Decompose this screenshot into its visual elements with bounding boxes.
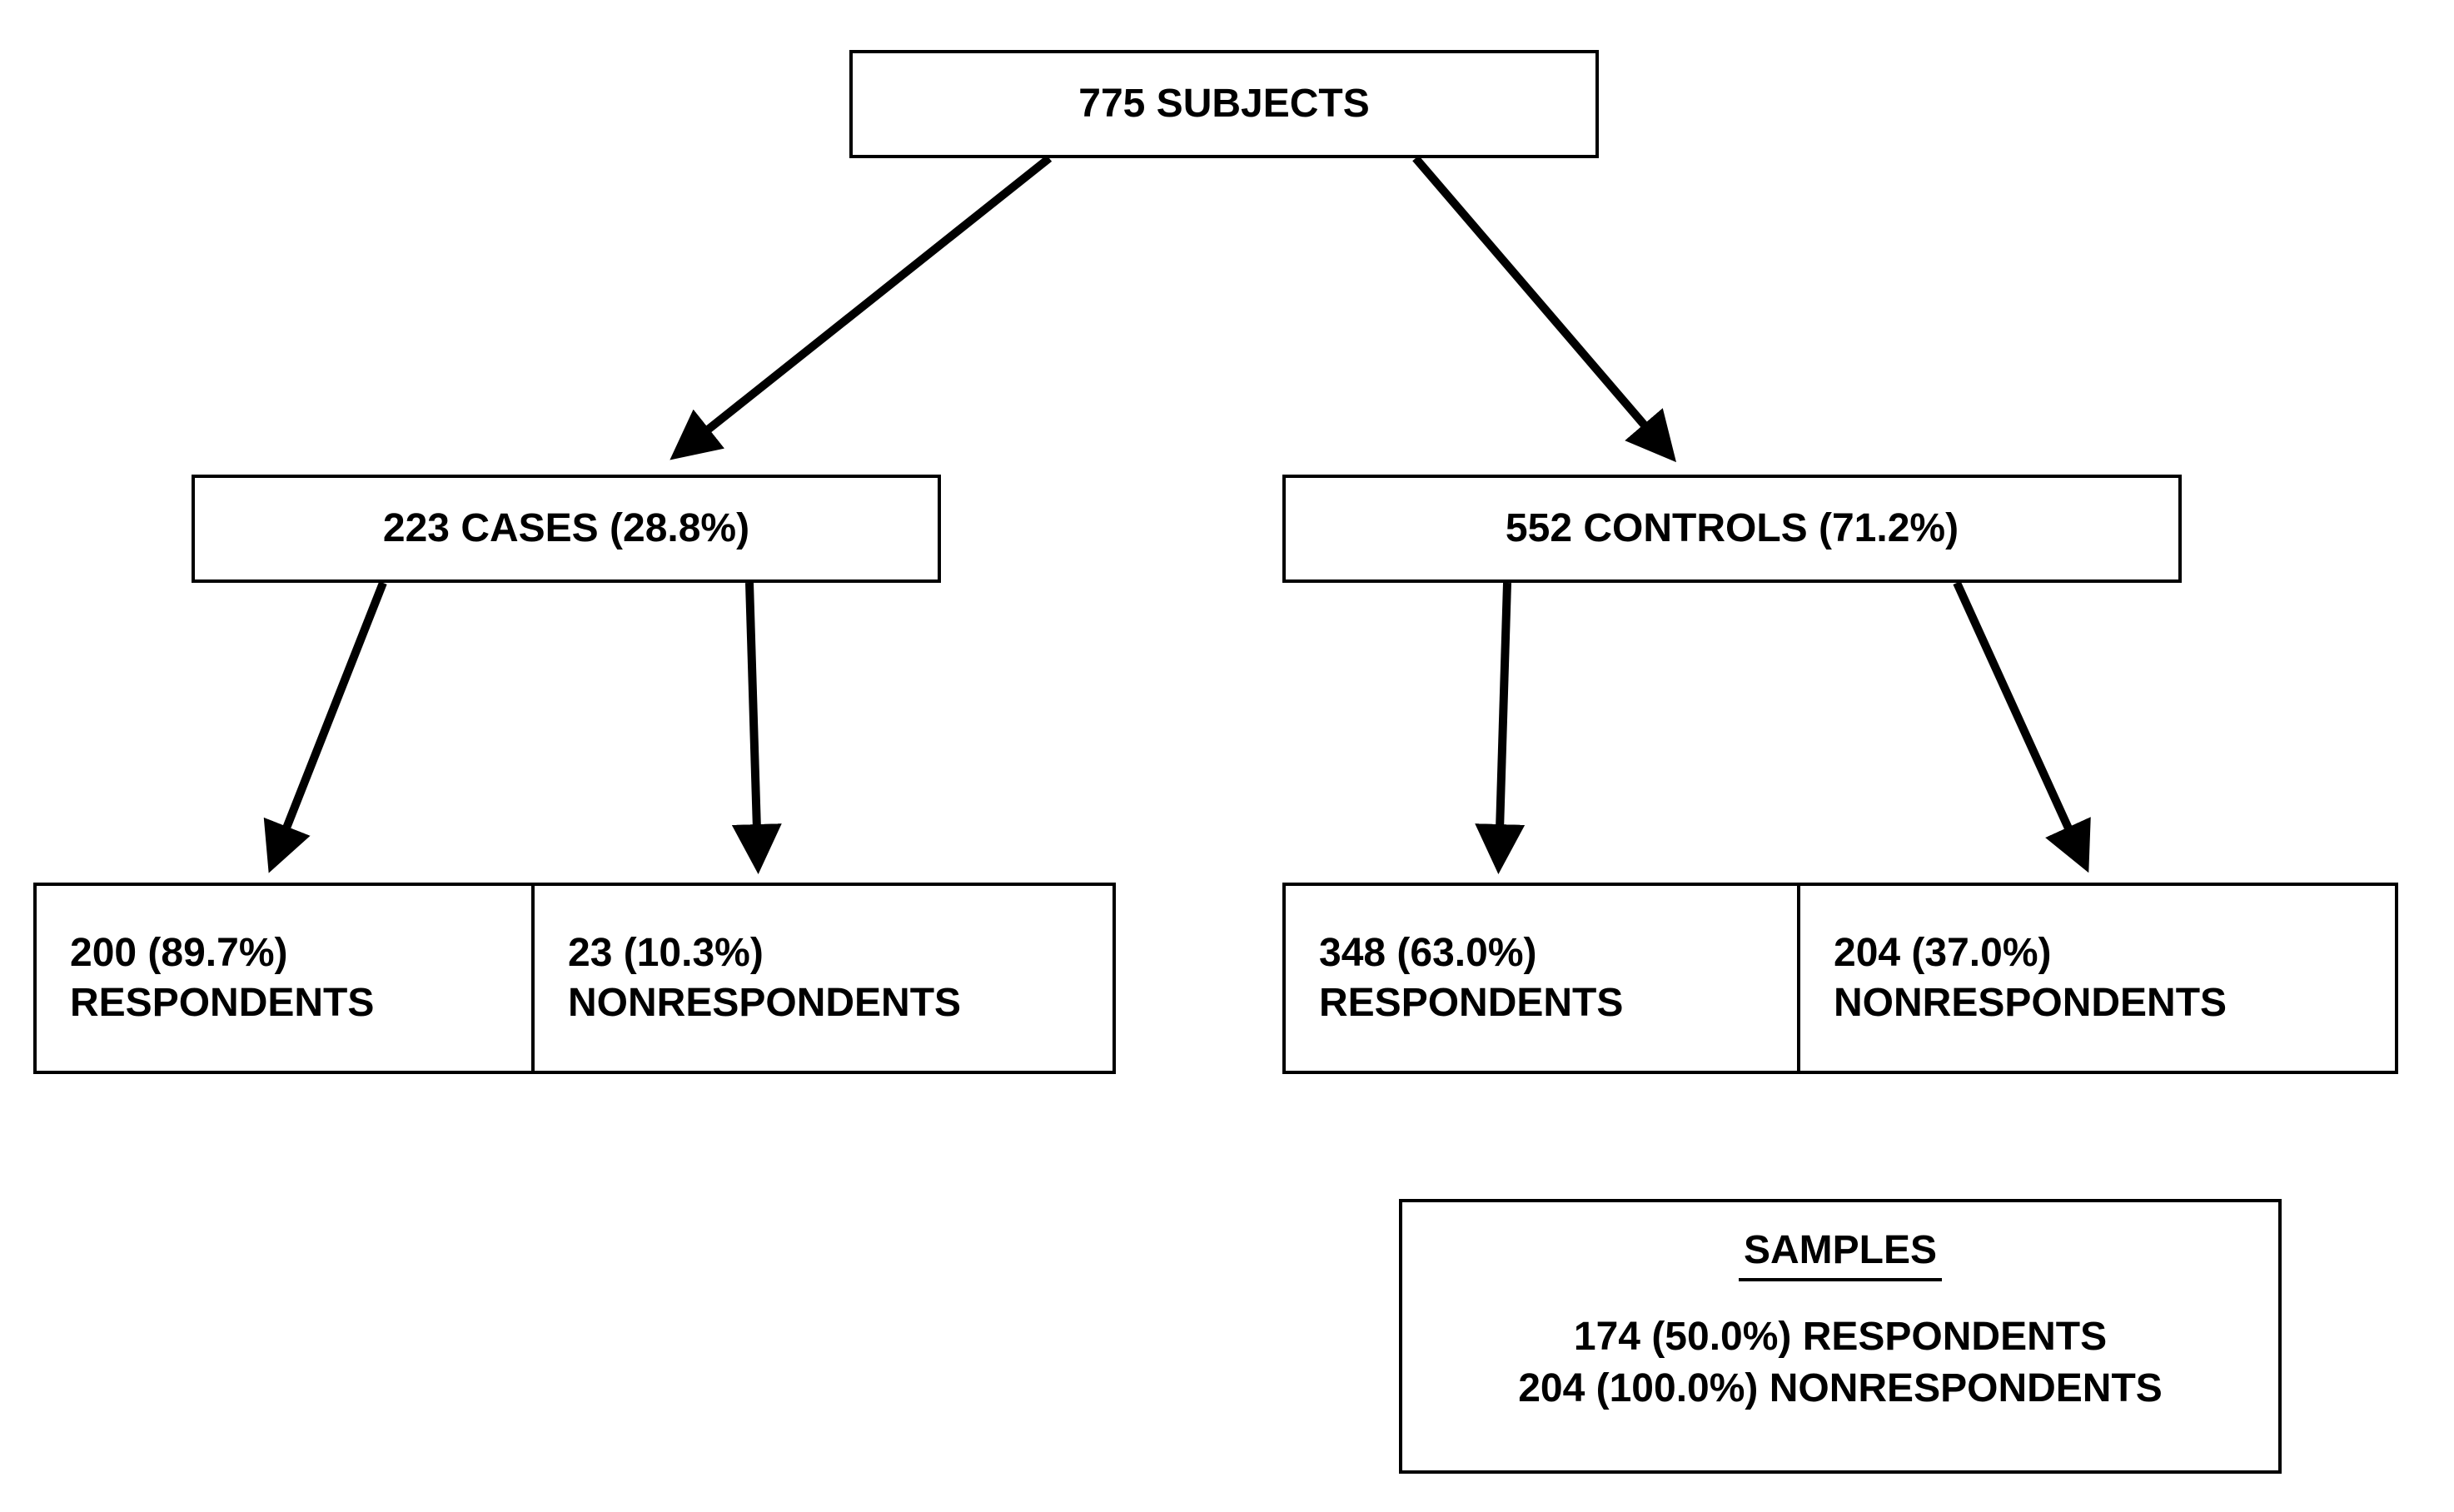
node-cases-resp-line1: 200 (89.7%) xyxy=(70,928,288,978)
node-controls-respondents: 348 (63.0%) RESPONDENTS xyxy=(1282,883,1799,1074)
edge-controls-resp xyxy=(1499,583,1507,858)
node-cases-label: 223 CASES (28.8%) xyxy=(383,504,749,554)
node-samples: SAMPLES 174 (50.0%) RESPONDENTS 204 (100… xyxy=(1399,1199,2282,1474)
samples-line2: 204 (100.0%) NONRESPONDENTS xyxy=(1402,1363,2278,1415)
flowchart-canvas: 775 SUBJECTS 223 CASES (28.8%) 552 CONTR… xyxy=(0,0,2454,1512)
node-controls-resp-line1: 348 (63.0%) xyxy=(1319,928,1537,978)
node-controls-resp-line2: RESPONDENTS xyxy=(1319,978,1623,1028)
samples-line1: 174 (50.0%) RESPONDENTS xyxy=(1402,1311,2278,1363)
node-cases-nonrespondents: 23 (10.3%) NONRESPONDENTS xyxy=(533,883,1116,1074)
node-root: 775 SUBJECTS xyxy=(849,50,1599,158)
edge-root-controls xyxy=(1416,158,1665,450)
edge-controls-nonresp xyxy=(1957,583,2082,858)
samples-title: SAMPLES xyxy=(1739,1227,1942,1281)
node-cases-nonresp-line2: NONRESPONDENTS xyxy=(568,978,961,1028)
node-controls-nonrespondents: 204 (37.0%) NONRESPONDENTS xyxy=(1799,883,2398,1074)
node-cases: 223 CASES (28.8%) xyxy=(192,475,941,583)
edge-cases-nonresp xyxy=(749,583,758,858)
node-cases-resp-line2: RESPONDENTS xyxy=(70,978,374,1028)
node-cases-nonresp-line1: 23 (10.3%) xyxy=(568,928,764,978)
node-controls-nonresp-line1: 204 (37.0%) xyxy=(1834,928,2052,978)
edge-cases-resp xyxy=(275,583,383,858)
edge-root-cases xyxy=(683,158,1049,450)
node-controls: 552 CONTROLS (71.2%) xyxy=(1282,475,2182,583)
node-cases-respondents: 200 (89.7%) RESPONDENTS xyxy=(33,883,533,1074)
node-root-label: 775 SUBJECTS xyxy=(1078,79,1369,129)
node-controls-label: 552 CONTROLS (71.2%) xyxy=(1506,504,1959,554)
node-controls-nonresp-line2: NONRESPONDENTS xyxy=(1834,978,2227,1028)
